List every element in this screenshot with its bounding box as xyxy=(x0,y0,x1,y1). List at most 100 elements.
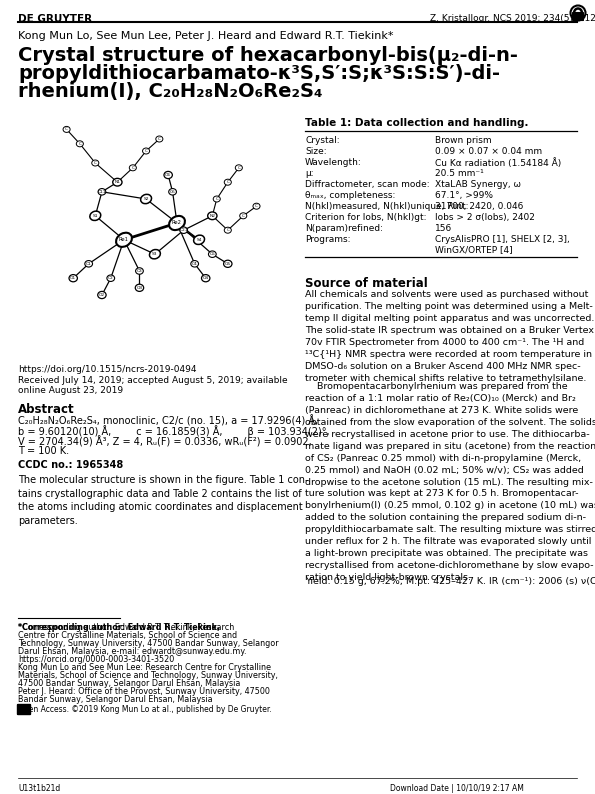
Text: Received July 14, 2019; accepted August 5, 2019; available: Received July 14, 2019; accepted August … xyxy=(18,376,287,385)
Text: Diffractometer, scan mode:: Diffractometer, scan mode: xyxy=(305,180,430,189)
Text: XtaLAB Synergy, ω: XtaLAB Synergy, ω xyxy=(435,180,521,189)
Text: C5: C5 xyxy=(209,252,215,256)
Text: C: C xyxy=(79,142,82,146)
Ellipse shape xyxy=(191,260,199,267)
Text: 20.5 mm⁻¹: 20.5 mm⁻¹ xyxy=(435,169,484,178)
Text: O2: O2 xyxy=(99,293,105,297)
Text: C2: C2 xyxy=(108,276,114,280)
Ellipse shape xyxy=(129,165,136,171)
Text: Yield: 0.15 g, 67.2%; M.pt: 425–427 K. IR (cm⁻¹): 2006 (s) ν(CO), 1879(vs, br) ν: Yield: 0.15 g, 67.2%; M.pt: 425–427 K. I… xyxy=(305,577,595,587)
Text: The molecular structure is shown in the figure. Table 1 con-
tains crystallograp: The molecular structure is shown in the … xyxy=(18,475,308,526)
Ellipse shape xyxy=(76,141,83,147)
Text: Re2: Re2 xyxy=(172,221,182,225)
Text: Crystal:: Crystal: xyxy=(305,136,340,145)
Text: Kong Mun Lo and See Mun Lee: Research Centre for Crystalline: Kong Mun Lo and See Mun Lee: Research Ce… xyxy=(18,663,271,672)
Ellipse shape xyxy=(156,136,163,142)
Ellipse shape xyxy=(107,275,115,281)
Text: Open Access. ©2019 Kong Mun Lo at al., published by De Gruyter.: Open Access. ©2019 Kong Mun Lo at al., p… xyxy=(18,705,272,714)
Ellipse shape xyxy=(208,212,217,220)
Ellipse shape xyxy=(253,203,260,209)
Text: O5: O5 xyxy=(225,262,231,266)
Text: S4: S4 xyxy=(196,237,202,242)
Text: N(param)refined:: N(param)refined: xyxy=(305,224,383,233)
Text: S3: S3 xyxy=(152,252,158,256)
Text: C: C xyxy=(65,127,68,131)
Text: C: C xyxy=(237,166,240,170)
Text: μ:: μ: xyxy=(305,169,314,178)
Ellipse shape xyxy=(63,126,70,133)
Text: CCDC no.: 1965348: CCDC no.: 1965348 xyxy=(18,460,123,470)
Text: O3: O3 xyxy=(136,286,143,290)
Text: C: C xyxy=(131,166,134,170)
Text: Programs:: Programs: xyxy=(305,235,350,244)
Ellipse shape xyxy=(224,260,232,268)
Text: C: C xyxy=(226,228,229,232)
Text: Criterion for Iobs, N(hkl)gt:: Criterion for Iobs, N(hkl)gt: xyxy=(305,213,427,222)
Text: Darul Ehsan, Malaysia, e-mail: edwardt@sunway.edu.my.: Darul Ehsan, Malaysia, e-mail: edwardt@s… xyxy=(18,647,246,656)
Text: C: C xyxy=(145,149,148,153)
Ellipse shape xyxy=(116,233,132,247)
Text: S1: S1 xyxy=(93,214,98,218)
Ellipse shape xyxy=(180,227,187,233)
Text: Abstract: Abstract xyxy=(18,403,74,416)
Text: C21: C21 xyxy=(179,228,188,232)
Text: C4: C4 xyxy=(192,262,198,266)
Text: 67.1°, >99%: 67.1°, >99% xyxy=(435,191,493,200)
Ellipse shape xyxy=(240,213,247,219)
Text: online August 23, 2019: online August 23, 2019 xyxy=(18,386,123,395)
Text: C: C xyxy=(158,137,161,141)
Ellipse shape xyxy=(169,216,185,230)
Text: U13t1b21d: U13t1b21d xyxy=(18,784,60,793)
Text: C₂₀H₂₈N₂O₆Re₂S₄, monoclinic, C2/c (no. 15), a = 17.9296(4) Å,: C₂₀H₂₈N₂O₆Re₂S₄, monoclinic, C2/c (no. 1… xyxy=(18,415,318,426)
Ellipse shape xyxy=(193,235,205,245)
Ellipse shape xyxy=(202,275,210,282)
Text: CrysAlisPRO [1], SHELX [2, 3],
WinGX/ORTEP [4]: CrysAlisPRO [1], SHELX [2, 3], WinGX/ORT… xyxy=(435,235,570,254)
Text: Kong Mun Lo, See Mun Lee, Peter J. Heard and Edward R.T. Tiekink*: Kong Mun Lo, See Mun Lee, Peter J. Heard… xyxy=(18,31,393,41)
Text: C: C xyxy=(226,180,229,184)
Text: Crystal structure of hexacarbonyl-bis(μ₂-di-n-: Crystal structure of hexacarbonyl-bis(μ₂… xyxy=(18,46,518,65)
Ellipse shape xyxy=(149,249,161,259)
Ellipse shape xyxy=(85,260,93,267)
Text: Size:: Size: xyxy=(305,147,327,156)
Text: N(hkl)measured, N(hkl)unique, Rint:: N(hkl)measured, N(hkl)unique, Rint: xyxy=(305,202,468,211)
Text: rhenium(I), C₂₀H₂₈N₂O₆Re₂S₄: rhenium(I), C₂₀H₂₈N₂O₆Re₂S₄ xyxy=(18,82,322,101)
Text: All chemicals and solvents were used as purchased without
purification. The melt: All chemicals and solvents were used as … xyxy=(305,290,594,383)
Text: *Corresponding author: Edward R.T. Tiekink,: *Corresponding author: Edward R.T. Tieki… xyxy=(18,623,220,632)
Ellipse shape xyxy=(164,172,173,179)
Ellipse shape xyxy=(92,160,99,166)
Text: https://orcid.org/0000-0003-3401-3520: https://orcid.org/0000-0003-3401-3520 xyxy=(18,655,174,664)
Ellipse shape xyxy=(143,148,149,154)
Ellipse shape xyxy=(98,291,106,299)
Text: C: C xyxy=(215,197,218,201)
Text: C3: C3 xyxy=(137,269,142,273)
Text: O1: O1 xyxy=(70,276,76,280)
Text: N1: N1 xyxy=(114,180,120,184)
Ellipse shape xyxy=(136,268,143,274)
Text: 0.09 × 0.07 × 0.04 mm: 0.09 × 0.07 × 0.04 mm xyxy=(435,147,542,156)
Ellipse shape xyxy=(224,179,231,185)
Ellipse shape xyxy=(90,211,101,221)
Text: O4: O4 xyxy=(203,276,209,280)
Text: Re1: Re1 xyxy=(119,237,129,242)
Text: T = 100 K.: T = 100 K. xyxy=(18,446,69,457)
Text: C: C xyxy=(242,214,245,218)
Ellipse shape xyxy=(112,179,122,186)
Text: Materials, School of Science and Technology, Sunway University,: Materials, School of Science and Technol… xyxy=(18,671,278,680)
Text: V = 2704.34(9) Å³, Z = 4, Rᵤ(F) = 0.0336, wRᵤ(F²) = 0.0902,: V = 2704.34(9) Å³, Z = 4, Rᵤ(F) = 0.0336… xyxy=(18,436,312,447)
Ellipse shape xyxy=(69,275,77,282)
Ellipse shape xyxy=(169,188,177,195)
Text: DE GRUYTER: DE GRUYTER xyxy=(18,14,92,24)
Ellipse shape xyxy=(98,188,106,195)
Text: C: C xyxy=(255,204,258,208)
Text: Bromopentacarbonylrhenium was prepared from the
reaction of a 1:1 molar ratio of: Bromopentacarbonylrhenium was prepared f… xyxy=(305,382,595,582)
Text: Table 1: Data collection and handling.: Table 1: Data collection and handling. xyxy=(305,118,528,128)
Text: https://doi.org/10.1515/ncrs-2019-0494: https://doi.org/10.1515/ncrs-2019-0494 xyxy=(18,365,196,374)
Text: C6: C6 xyxy=(170,190,176,194)
Ellipse shape xyxy=(135,284,143,291)
Text: Download Date | 10/10/19 2:17 AM: Download Date | 10/10/19 2:17 AM xyxy=(390,784,524,793)
Text: Technology, Sunway University, 47500 Bandar Sunway, Selangor: Technology, Sunway University, 47500 Ban… xyxy=(18,639,278,648)
Text: propyldithiocarbamato-κ³S,S′:S;κ³S:S:S′)-di-: propyldithiocarbamato-κ³S,S′:S;κ³S:S:S′)… xyxy=(18,64,500,83)
Text: Centre for Crystalline Materials, School of Science and: Centre for Crystalline Materials, School… xyxy=(18,631,237,640)
FancyBboxPatch shape xyxy=(17,704,30,715)
Text: 156: 156 xyxy=(435,224,452,233)
